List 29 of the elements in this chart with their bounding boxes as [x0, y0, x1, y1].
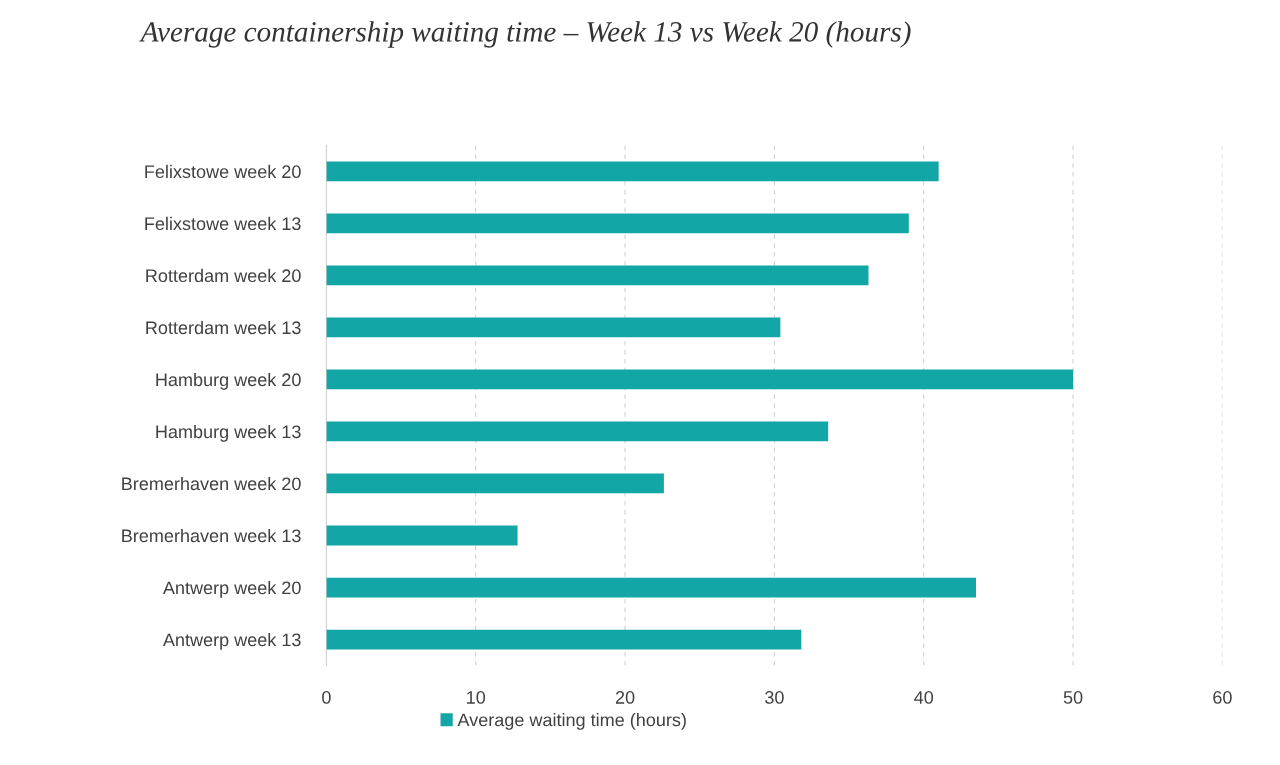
bar: [326, 369, 1074, 390]
y-tick-label: Hamburg week 20: [156, 372, 301, 390]
x-tick-label: 10: [467, 691, 486, 704]
chart-title: Average containership waiting time – Week 13 vs Week 20 (hours): [139, 21, 911, 48]
bar: [326, 317, 781, 338]
y-tick-label: Felixstowe week 13: [145, 216, 301, 231]
bar: [326, 265, 869, 286]
x-tick-label: 60: [1213, 691, 1232, 704]
x-tick-label: 30: [765, 691, 784, 704]
bar: [326, 525, 518, 546]
y-tick-label: Bremerhaven week 13: [122, 528, 301, 543]
x-tick-label: 40: [914, 691, 934, 704]
bar: [326, 577, 976, 598]
y-tick-label: Felixstowe week 20: [145, 164, 301, 179]
bar: [326, 473, 664, 494]
x-tick-label: 50: [1063, 691, 1083, 704]
y-tick-label: Hamburg week 13: [156, 424, 301, 442]
y-tick-label: Rotterdam week 13: [146, 320, 301, 335]
y-tick-label: Bremerhaven week 20: [122, 476, 301, 491]
bar: [326, 421, 829, 442]
legend-label: Average waiting time (hours): [457, 713, 686, 730]
y-tick-label: Antwerp week 20: [162, 580, 301, 598]
y-tick-label: Antwerp week 13: [162, 633, 301, 650]
y-tick-label: Rotterdam week 20: [146, 268, 301, 283]
x-tick-label: 0: [322, 691, 331, 704]
x-tick-label: 20: [615, 691, 635, 704]
bar: [326, 161, 939, 182]
bar: [326, 629, 802, 650]
bar: [326, 213, 909, 234]
